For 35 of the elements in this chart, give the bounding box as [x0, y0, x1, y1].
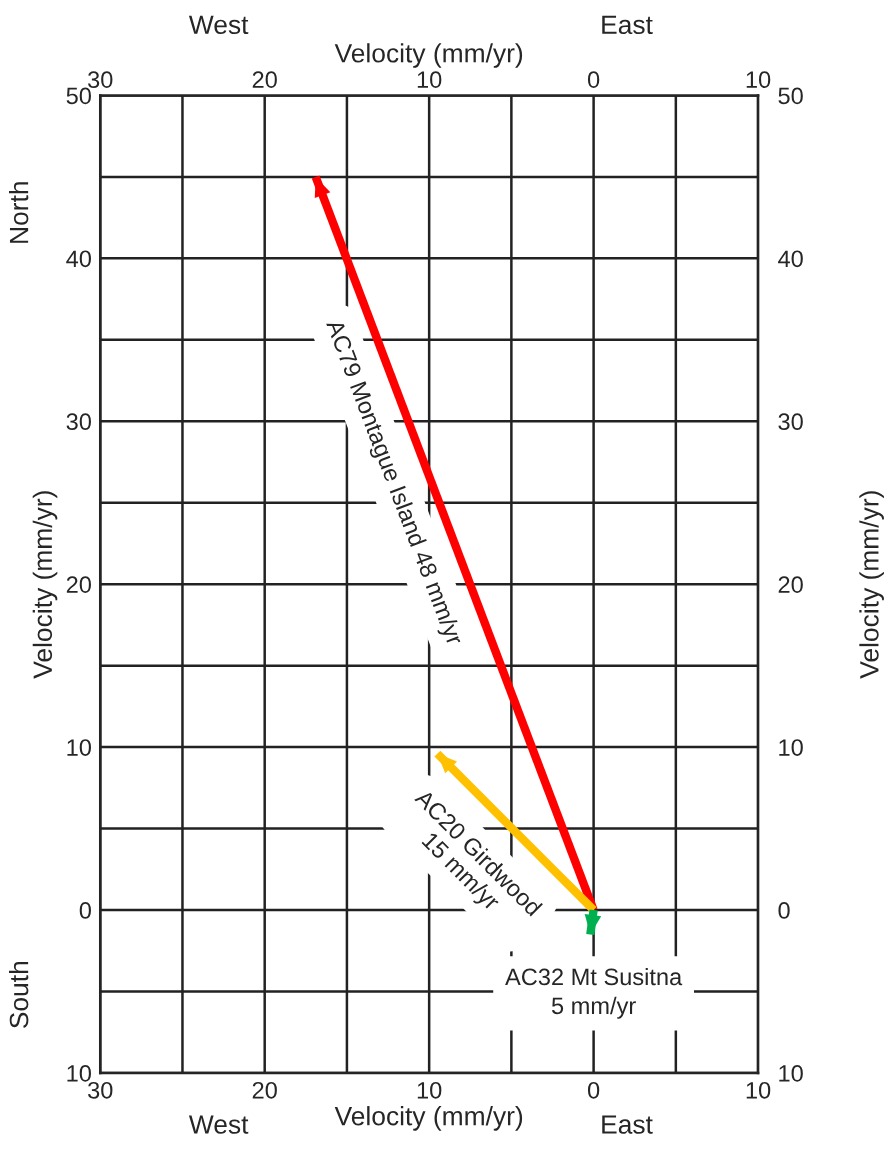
- y-tick-label: 10: [67, 1065, 91, 1082]
- x-axis-title: Velocity (mm/yr): [334, 1106, 523, 1131]
- x2-tick-label: 0: [587, 1081, 600, 1099]
- x2-tick-label: 20: [252, 1081, 277, 1099]
- text: West: [188, 1115, 249, 1134]
- y-tick-label: 0: [79, 902, 91, 919]
- y-tick-label: 10: [67, 739, 91, 756]
- y-tick-label: 50: [66, 87, 91, 105]
- text: South: [9, 961, 29, 1029]
- x2-tick-label: 30: [88, 1081, 113, 1099]
- x-tick-label: 20: [252, 71, 277, 89]
- y-axis-title: Velocity (mm/yr): [32, 491, 58, 679]
- text: AC32 Mt Susitna 5 mm/yr: [505, 967, 683, 1019]
- x-tick-label: 10: [746, 71, 771, 89]
- text: West: [188, 15, 249, 35]
- y2-axis-title: Velocity (mm/yr): [859, 491, 884, 679]
- y2-tick-label: 20: [778, 576, 803, 593]
- y-tick-label: 30: [66, 413, 91, 431]
- x-tick-label: 30: [88, 71, 113, 89]
- x2-axis-title: Velocity (mm/yr): [334, 43, 523, 68]
- y2-tick-label: 40: [778, 250, 803, 268]
- text: East: [602, 15, 653, 35]
- y-tick-label: 40: [66, 250, 91, 268]
- x-tick-label: 10: [417, 71, 442, 89]
- x2-tick-label: 10: [746, 1081, 771, 1099]
- y-tick-label: 20: [66, 576, 91, 593]
- y2-tick-label: 10: [779, 739, 803, 756]
- text: East: [602, 1115, 653, 1134]
- text: North: [9, 182, 29, 243]
- x2-tick-label: 10: [417, 1081, 442, 1099]
- y2-tick-label: 30: [778, 413, 803, 431]
- y2-tick-label: 50: [778, 87, 803, 105]
- x-tick-label: 0: [587, 71, 600, 89]
- y2-tick-label: 10: [779, 1065, 803, 1082]
- y2-tick-label: 0: [778, 902, 790, 919]
